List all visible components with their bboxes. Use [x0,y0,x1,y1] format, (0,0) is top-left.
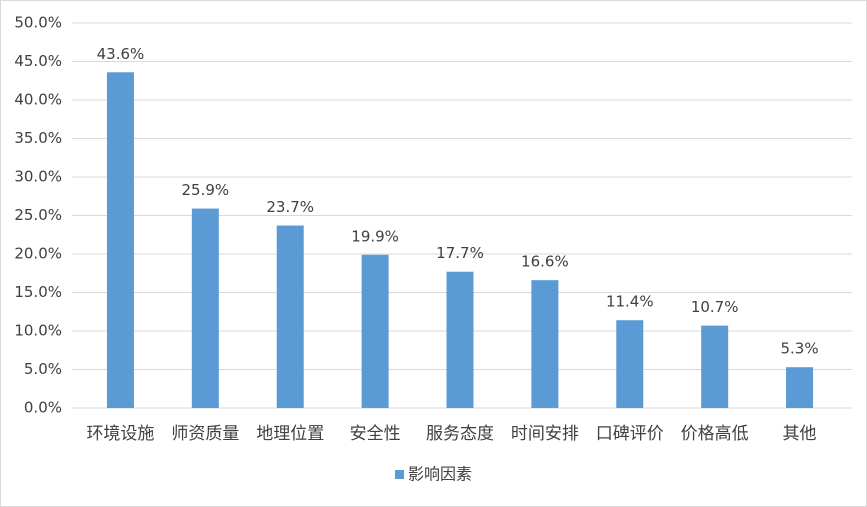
bar [191,208,219,408]
x-tick-label: 环境设施 [86,424,154,444]
data-label: 11.4% [606,293,654,311]
data-label: 10.7% [691,298,739,316]
data-label: 16.6% [521,253,569,271]
x-tick-label: 师资质量 [171,424,239,444]
bar [531,280,559,408]
x-tick-label: 其他 [783,424,817,444]
y-tick-label: 45.0% [14,52,62,70]
bar [616,320,644,408]
data-label: 25.9% [182,181,230,199]
data-label: 43.6% [97,45,145,63]
bar [446,271,474,408]
bar [106,72,134,408]
x-tick-label: 时间安排 [511,424,579,444]
legend-swatch [395,470,404,479]
x-tick-label: 服务态度 [426,424,494,444]
x-tick-label: 地理位置 [256,424,324,444]
data-label: 17.7% [436,244,484,262]
data-label: 5.3% [781,340,819,358]
x-tick-label: 口碑评价 [596,424,664,444]
y-tick-label: 15.0% [14,283,62,301]
y-tick-label: 25.0% [14,206,62,224]
y-tick-label: 10.0% [14,322,62,340]
x-tick-label: 价格高低 [681,424,749,444]
y-tick-label: 35.0% [14,129,62,147]
data-label: 23.7% [266,198,314,216]
y-tick-label: 40.0% [14,91,62,109]
data-label: 19.9% [351,227,399,245]
x-tick-label: 安全性 [350,424,401,444]
y-tick-label: 50.0% [14,14,62,32]
bar [786,367,814,408]
y-tick-label: 30.0% [14,168,62,186]
legend-label: 影响因素 [408,465,472,484]
bar [701,325,729,408]
y-tick-label: 20.0% [14,245,62,263]
y-tick-label: 5.0% [24,360,62,378]
y-tick-label: 0.0% [24,399,62,417]
bar [276,225,304,408]
bar [361,254,389,408]
